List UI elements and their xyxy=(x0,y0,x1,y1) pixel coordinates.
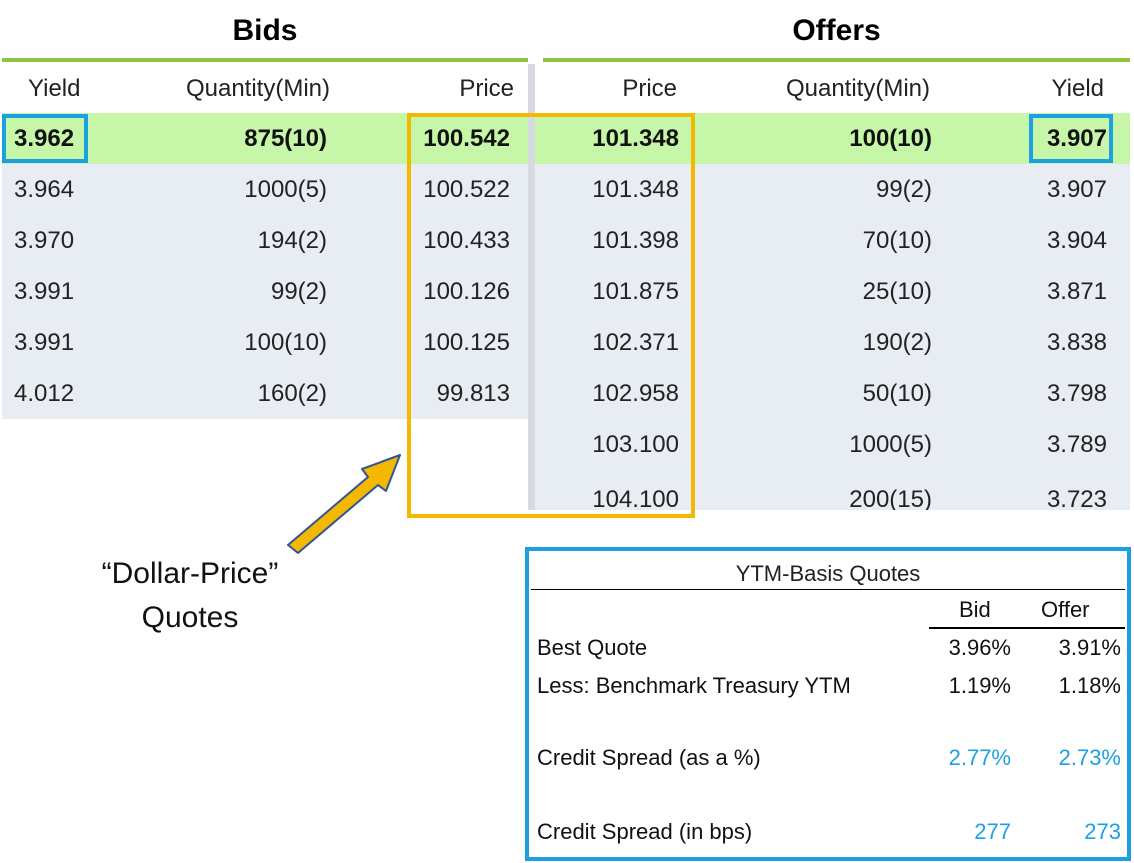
bids-row: 3.970 194(2) 100.433 xyxy=(2,215,528,266)
bid-quantity: 160(2) xyxy=(257,380,327,407)
ytm-header-rule xyxy=(929,627,1125,629)
offer-quantity: 100(10) xyxy=(849,125,932,152)
offer-yield: 3.789 xyxy=(1046,431,1107,458)
offer-price: 101.875 xyxy=(592,278,679,305)
offer-quantity: 200(15) xyxy=(849,486,932,510)
offer-yield: 3.838 xyxy=(1046,329,1107,356)
bids-row: 3.964 1000(5) 100.522 xyxy=(2,164,528,215)
bids-header-price: Price xyxy=(459,75,514,102)
ytm-row-bid: 277 xyxy=(974,819,1011,844)
ytm-basis-quotes-table: YTM-Basis Quotes Bid Offer Best Quote 3.… xyxy=(525,547,1131,861)
book-divider xyxy=(528,64,535,510)
bids-row: 4.012 160(2) 99.813 xyxy=(2,368,528,419)
offer-yield: 3.871 xyxy=(1046,278,1107,305)
offer-quantity: 190(2) xyxy=(862,329,932,356)
offer-yield: 3.907 xyxy=(1046,125,1107,152)
ytm-row-bid: 2.77% xyxy=(948,745,1011,770)
bids-best-row: 3.962 875(10) 100.542 xyxy=(2,113,528,164)
ytm-row-bid: 3.96% xyxy=(948,635,1011,660)
offers-title-rule xyxy=(543,58,1130,62)
offers-title: Offers xyxy=(792,14,881,47)
offers-row: 102.371 190(2) 3.838 xyxy=(535,317,1130,368)
offer-yield: 3.907 xyxy=(1046,176,1107,203)
offer-quantity: 50(10) xyxy=(862,380,932,407)
ytm-row-offer: 1.18% xyxy=(1058,673,1121,698)
ytm-col-bid: Bid xyxy=(959,597,991,622)
offer-quantity: 1000(5) xyxy=(849,431,932,458)
bid-yield: 3.970 xyxy=(14,227,75,254)
offer-price: 102.958 xyxy=(592,380,679,407)
bid-price: 100.522 xyxy=(423,176,510,203)
ytm-table-title: YTM-Basis Quotes xyxy=(531,559,1125,590)
ytm-row-bid: 1.19% xyxy=(948,673,1011,698)
offer-price: 101.348 xyxy=(592,176,679,203)
arrow-icon xyxy=(287,454,401,554)
offer-yield: 3.904 xyxy=(1046,227,1107,254)
bid-yield: 4.012 xyxy=(14,380,75,407)
bid-quantity: 99(2) xyxy=(270,278,327,305)
offers-header-yield: Yield xyxy=(1051,75,1104,102)
offer-quantity: 70(10) xyxy=(862,227,932,254)
offer-price: 101.348 xyxy=(592,125,679,152)
offers-row: 101.348 99(2) 3.907 xyxy=(535,164,1130,215)
ytm-row-label: Credit Spread (in bps) xyxy=(537,819,753,844)
offer-price: 102.371 xyxy=(592,329,679,356)
annotation-line-1: “Dollar-Price” xyxy=(101,557,279,590)
ytm-row-offer: 273 xyxy=(1084,819,1121,844)
offers-row: 103.100 1000(5) 3.789 xyxy=(535,419,1130,470)
offer-price: 101.398 xyxy=(592,227,679,254)
offers-header-quantity: Quantity(Min) xyxy=(785,75,930,102)
offers-row: 101.875 25(10) 3.871 xyxy=(535,266,1130,317)
bids-header-quantity: Quantity(Min) xyxy=(185,75,330,102)
bid-quantity: 875(10) xyxy=(244,125,327,152)
offers-row: 102.958 50(10) 3.798 xyxy=(535,368,1130,419)
ytm-row-label: Credit Spread (as a %) xyxy=(537,745,761,770)
bid-yield: 3.991 xyxy=(14,278,75,305)
offers-header-price: Price xyxy=(622,75,677,102)
offer-price: 104.100 xyxy=(592,486,679,510)
bids-title: Bids xyxy=(232,14,298,47)
bid-yield: 3.964 xyxy=(14,176,75,203)
bid-quantity: 194(2) xyxy=(257,227,327,254)
bid-yield: 3.962 xyxy=(14,125,75,152)
bids-row: 3.991 100(10) 100.125 xyxy=(2,317,528,368)
offers-row: 104.100 200(15) 3.723 xyxy=(535,470,1130,510)
best-bid-yield-highlight xyxy=(2,114,88,163)
ytm-row-label: Less: Benchmark Treasury YTM xyxy=(537,673,851,698)
bid-price: 99.813 xyxy=(436,380,510,407)
bids-row: 3.991 99(2) 100.126 xyxy=(2,266,528,317)
bid-yield: 3.991 xyxy=(14,329,75,356)
offers-row: 101.398 70(10) 3.904 xyxy=(535,215,1130,266)
bid-quantity: 1000(5) xyxy=(244,176,327,203)
offer-quantity: 99(2) xyxy=(875,176,932,203)
ytm-row-label: Best Quote xyxy=(537,635,648,660)
ytm-row-offer: 3.91% xyxy=(1058,635,1121,660)
bids-header-yield: Yield xyxy=(28,75,81,102)
annotation-line-2: Quotes xyxy=(141,601,239,634)
offer-yield: 3.798 xyxy=(1046,380,1107,407)
dollar-price-quotes-highlight xyxy=(407,113,695,518)
bid-price: 100.542 xyxy=(423,125,510,152)
offer-yield: 3.723 xyxy=(1046,486,1107,510)
bids-title-rule xyxy=(2,58,528,62)
bid-price: 100.126 xyxy=(423,278,510,305)
best-offer-yield-highlight xyxy=(1029,114,1113,163)
ytm-row-offer: 2.73% xyxy=(1058,745,1121,770)
ytm-col-offer: Offer xyxy=(1041,597,1090,622)
bid-price: 100.433 xyxy=(423,227,510,254)
offer-quantity: 25(10) xyxy=(862,278,932,305)
bid-price: 100.125 xyxy=(423,329,510,356)
offer-price: 103.100 xyxy=(592,431,679,458)
bid-quantity: 100(10) xyxy=(244,329,327,356)
dollar-price-annotation: “Dollar-Price” Quotes xyxy=(60,552,320,640)
